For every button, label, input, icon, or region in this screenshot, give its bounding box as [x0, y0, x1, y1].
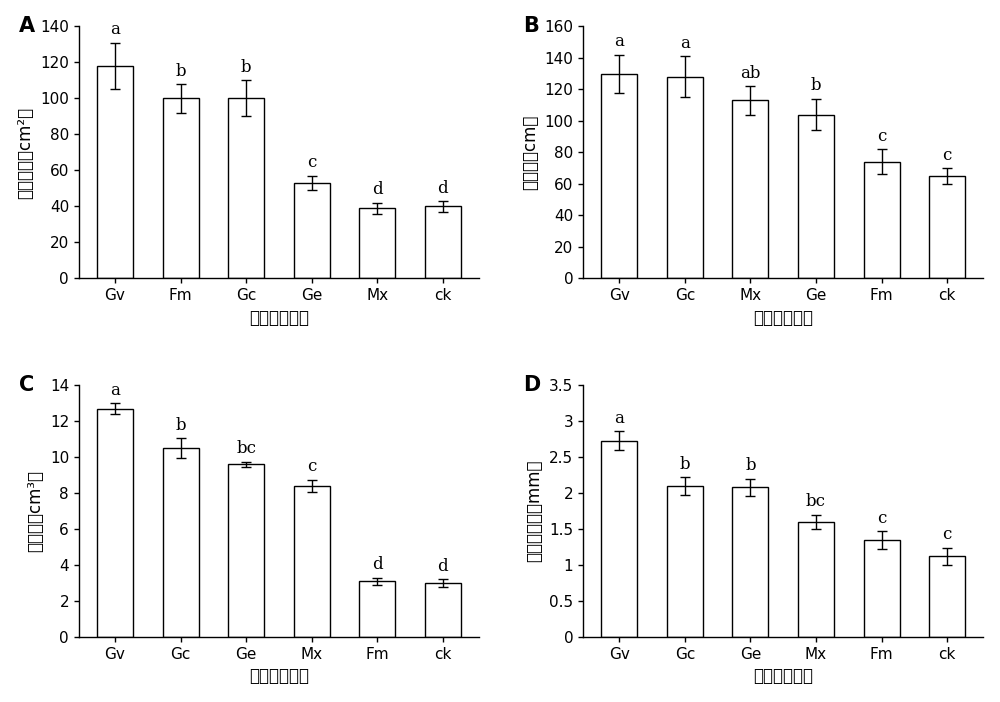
Text: b: b: [175, 62, 186, 79]
Text: ab: ab: [740, 65, 761, 82]
Bar: [294, 183, 330, 279]
Text: c: c: [877, 510, 886, 526]
X-axis label: 接种不同菌剂: 接种不同菌剂: [249, 668, 309, 685]
Bar: [228, 98, 264, 279]
Text: C: C: [19, 375, 34, 395]
Text: bc: bc: [236, 440, 256, 457]
Text: A: A: [19, 16, 35, 37]
Bar: [929, 176, 965, 279]
X-axis label: 接种不同菌剂: 接种不同菌剂: [249, 309, 309, 326]
X-axis label: 接种不同菌剂: 接种不同菌剂: [753, 668, 813, 685]
Text: c: c: [307, 154, 316, 171]
Text: a: a: [614, 33, 624, 51]
Bar: [97, 409, 133, 637]
Text: c: c: [307, 458, 316, 475]
Text: a: a: [110, 382, 120, 399]
Text: a: a: [680, 35, 690, 52]
Bar: [359, 208, 395, 279]
Text: B: B: [523, 16, 539, 37]
Bar: [864, 540, 900, 637]
Bar: [294, 486, 330, 637]
Text: d: d: [372, 181, 383, 198]
Bar: [798, 522, 834, 637]
Text: c: c: [942, 526, 952, 543]
Bar: [798, 114, 834, 279]
Text: b: b: [745, 457, 756, 474]
Text: a: a: [614, 410, 624, 427]
Bar: [732, 487, 768, 637]
Bar: [425, 583, 461, 637]
Bar: [732, 100, 768, 279]
Bar: [667, 77, 703, 279]
Y-axis label: 总根长（cm）: 总根长（cm）: [521, 114, 539, 190]
X-axis label: 接种不同菌剂: 接种不同菌剂: [753, 309, 813, 326]
Bar: [97, 66, 133, 279]
Text: c: c: [942, 147, 952, 164]
Bar: [929, 557, 965, 637]
Text: b: b: [811, 77, 821, 94]
Text: b: b: [241, 59, 251, 76]
Text: d: d: [372, 556, 383, 573]
Bar: [601, 441, 637, 637]
Bar: [163, 98, 199, 279]
Text: b: b: [680, 456, 690, 472]
Y-axis label: 根体积（cm³）: 根体积（cm³）: [26, 470, 44, 552]
Bar: [359, 581, 395, 637]
Bar: [601, 74, 637, 279]
Text: bc: bc: [806, 494, 826, 510]
Bar: [228, 464, 264, 637]
Bar: [667, 486, 703, 637]
Text: a: a: [110, 21, 120, 38]
Y-axis label: 根表面积（cm²）: 根表面积（cm²）: [17, 107, 35, 199]
Y-axis label: 根平均直径（mm）: 根平均直径（mm）: [526, 460, 544, 562]
Text: c: c: [877, 128, 886, 145]
Bar: [864, 162, 900, 279]
Text: D: D: [523, 375, 540, 395]
Text: b: b: [175, 417, 186, 434]
Bar: [163, 448, 199, 637]
Bar: [425, 206, 461, 279]
Text: d: d: [438, 180, 448, 197]
Text: d: d: [438, 558, 448, 575]
